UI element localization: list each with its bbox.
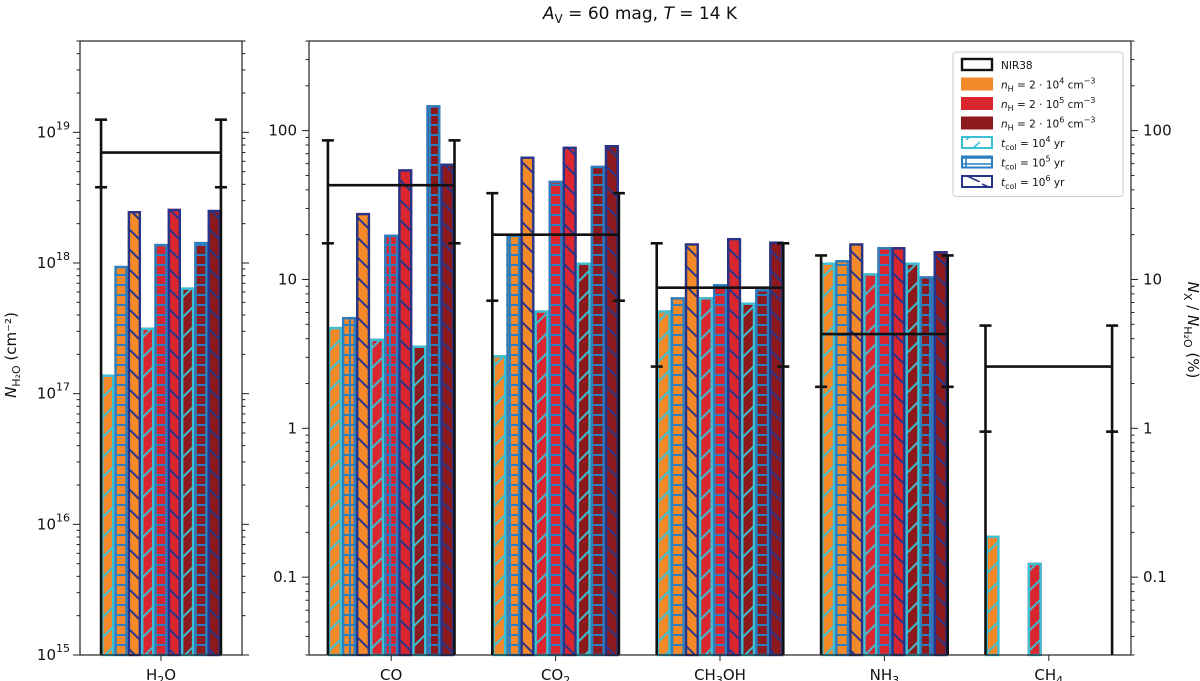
svg-text:tcol = 105 yr: tcol = 105 yr [1001, 155, 1065, 172]
observed-nh3 [815, 254, 954, 655]
svg-text:NIR38: NIR38 [1001, 60, 1033, 72]
y-tick-label-left: 1 [287, 419, 297, 437]
x-tick-label-co2: CO2 [541, 666, 570, 681]
bar-co-mid-1e5 [384, 234, 399, 657]
y-tick-label: 100 [1143, 122, 1172, 140]
svg-text:tcol = 104 yr: tcol = 104 yr [1001, 135, 1065, 152]
bar-nh3-low-1e5 [835, 260, 850, 657]
bar-nh3-mid-1e4 [863, 273, 878, 657]
legend-entry-density-low: nH = 2 · 104 cm−3 [961, 77, 1095, 94]
bar-co2-high-1e4 [576, 262, 591, 657]
bar-co2-high-1e5 [590, 165, 605, 657]
bar-co-mid-1e6 [398, 169, 413, 657]
bar-co2-mid-1e6 [562, 146, 577, 657]
y-tick-label: 1019 [37, 119, 70, 141]
bar-nh3-high-1e5 [919, 276, 934, 657]
bar-h2o-low-1e5 [114, 265, 128, 657]
bar-h2o-high-1e5 [194, 241, 208, 657]
bar-co2-low-1e5 [506, 234, 521, 657]
bar-ch4-mid-1e4 [1027, 562, 1042, 657]
bar-co-low-1e4 [327, 326, 342, 657]
y-tick-label: 1017 [37, 381, 70, 403]
bar-ch3oh-high-1e4 [741, 302, 756, 657]
legend-entry-nir38: NIR38 [960, 57, 1033, 72]
bar-nh3-mid-1e6 [891, 247, 906, 657]
legend: NIR38 nH = 2 · 104 cm−3 nH = 2 · 105 cm−3 n… [952, 51, 1124, 197]
legend-entry-tcol-1e5: tcol = 105 yr [961, 155, 1065, 172]
x-tick-label-h2o: H2O [146, 666, 176, 681]
bar-ch3oh-high-1e5 [755, 289, 770, 657]
x-tick-label-co: CO [380, 666, 402, 681]
bar-ch3oh-mid-1e5 [712, 284, 728, 657]
x-tick-label-ch4: CH4 [1034, 666, 1063, 681]
x-tick-label-nh3: NH3 [870, 666, 900, 681]
bar-h2o-low-1e6 [127, 211, 142, 657]
bar-co2-high-1e6 [604, 145, 619, 657]
y-tick-label-left: 0.1 [273, 568, 297, 586]
y-axis-ticks: 1015 1016 1017 1018 1019 [37, 40, 249, 664]
y-tick-label: 1 [1143, 419, 1153, 437]
svg-text:nH = 2 · 106 cm−3: nH = 2 · 106 cm−3 [1001, 116, 1095, 133]
y-axis-ticks: 0.1 0.1 1 1 10 10 100 100 [268, 40, 1172, 656]
left-y-axis-label: NH₂O (cm⁻²) [2, 312, 23, 398]
observed-ch4 [979, 324, 1119, 655]
legend-entry-density-mid: nH = 2 · 105 cm−3 [961, 96, 1095, 113]
right-chart-panel: 0.1 0.1 1 1 10 10 100 100 CO CO2 CH3OH NH3 CH4 NX / N… [268, 40, 1200, 681]
bar-co-high-1e5 [426, 105, 441, 657]
svg-text:tcol = 106 yr: tcol = 106 yr [1001, 174, 1065, 191]
bar-ch3oh-low-1e5 [670, 297, 685, 657]
bar-co2-low-1e6 [520, 156, 535, 657]
right-y-axis-label: NX / NH₂O (%) [1181, 282, 1200, 379]
bar-ch4-low-1e4 [985, 535, 1000, 657]
bar-h2o-high-1e6 [207, 209, 221, 657]
bar-ch3oh-high-1e6 [769, 241, 784, 657]
y-tick-label: 1016 [37, 511, 70, 533]
bar-co-low-1e5 [341, 316, 357, 657]
bar-ch3oh-mid-1e6 [727, 237, 742, 657]
bar-h2o-mid-1e6 [167, 208, 181, 657]
y-tick-label: 1015 [37, 642, 70, 664]
observed-co [321, 139, 461, 655]
bar-h2o-low-1e4 [101, 374, 115, 657]
legend-entry-tcol-1e6: tcol = 106 yr [961, 174, 1065, 191]
bar-nh3-high-1e4 [905, 262, 920, 657]
x-tick-label-ch3oh: CH3OH [694, 666, 746, 681]
legend-box [952, 51, 1124, 197]
y-tick-label: 10 [1143, 270, 1162, 288]
bar-ch3oh-mid-1e4 [698, 297, 713, 657]
figure-title: AV = 60 mag, T = 14 K [542, 4, 738, 26]
bar-nh3-high-1e6 [933, 251, 948, 657]
bar-nh3-low-1e6 [849, 243, 864, 657]
bar-co2-mid-1e5 [548, 180, 563, 657]
bar-co-low-1e6 [356, 212, 371, 657]
bar-co-high-1e6 [440, 163, 455, 657]
bar-co-mid-1e4 [370, 338, 385, 657]
observed-h2o [95, 118, 227, 655]
legend-entry-density-high: nH = 2 · 106 cm−3 [961, 116, 1095, 133]
bar-co2-low-1e4 [492, 355, 507, 657]
bar-ch3oh-low-1e4 [656, 310, 671, 657]
observed-ch3oh [650, 241, 790, 655]
bar-co2-mid-1e4 [534, 310, 549, 657]
bar-co-high-1e4 [412, 345, 427, 657]
y-tick-label-left: 10 [278, 270, 297, 288]
legend-entry-tcol-1e4: tcol = 104 yr [961, 135, 1065, 152]
bar-ch3oh-low-1e6 [684, 243, 699, 657]
bar-h2o-mid-1e4 [141, 327, 155, 657]
left-chart-panel: 1015 1016 1017 1018 1019 H2O NH₂O (cm⁻²) [2, 40, 249, 681]
svg-text:nH = 2 · 104 cm−3: nH = 2 · 104 cm−3 [1001, 77, 1095, 94]
bar-nh3-low-1e4 [821, 262, 836, 657]
y-tick-label: 0.1 [1143, 568, 1167, 586]
observed-co2 [486, 191, 625, 655]
y-tick-label: 1018 [37, 250, 70, 272]
bar-nh3-mid-1e5 [877, 247, 892, 657]
svg-text:nH = 2 · 105 cm−3: nH = 2 · 105 cm−3 [1001, 96, 1095, 113]
y-tick-label-left: 100 [268, 122, 297, 140]
bar-h2o-mid-1e5 [154, 243, 168, 657]
bar-h2o-high-1e4 [180, 287, 195, 657]
